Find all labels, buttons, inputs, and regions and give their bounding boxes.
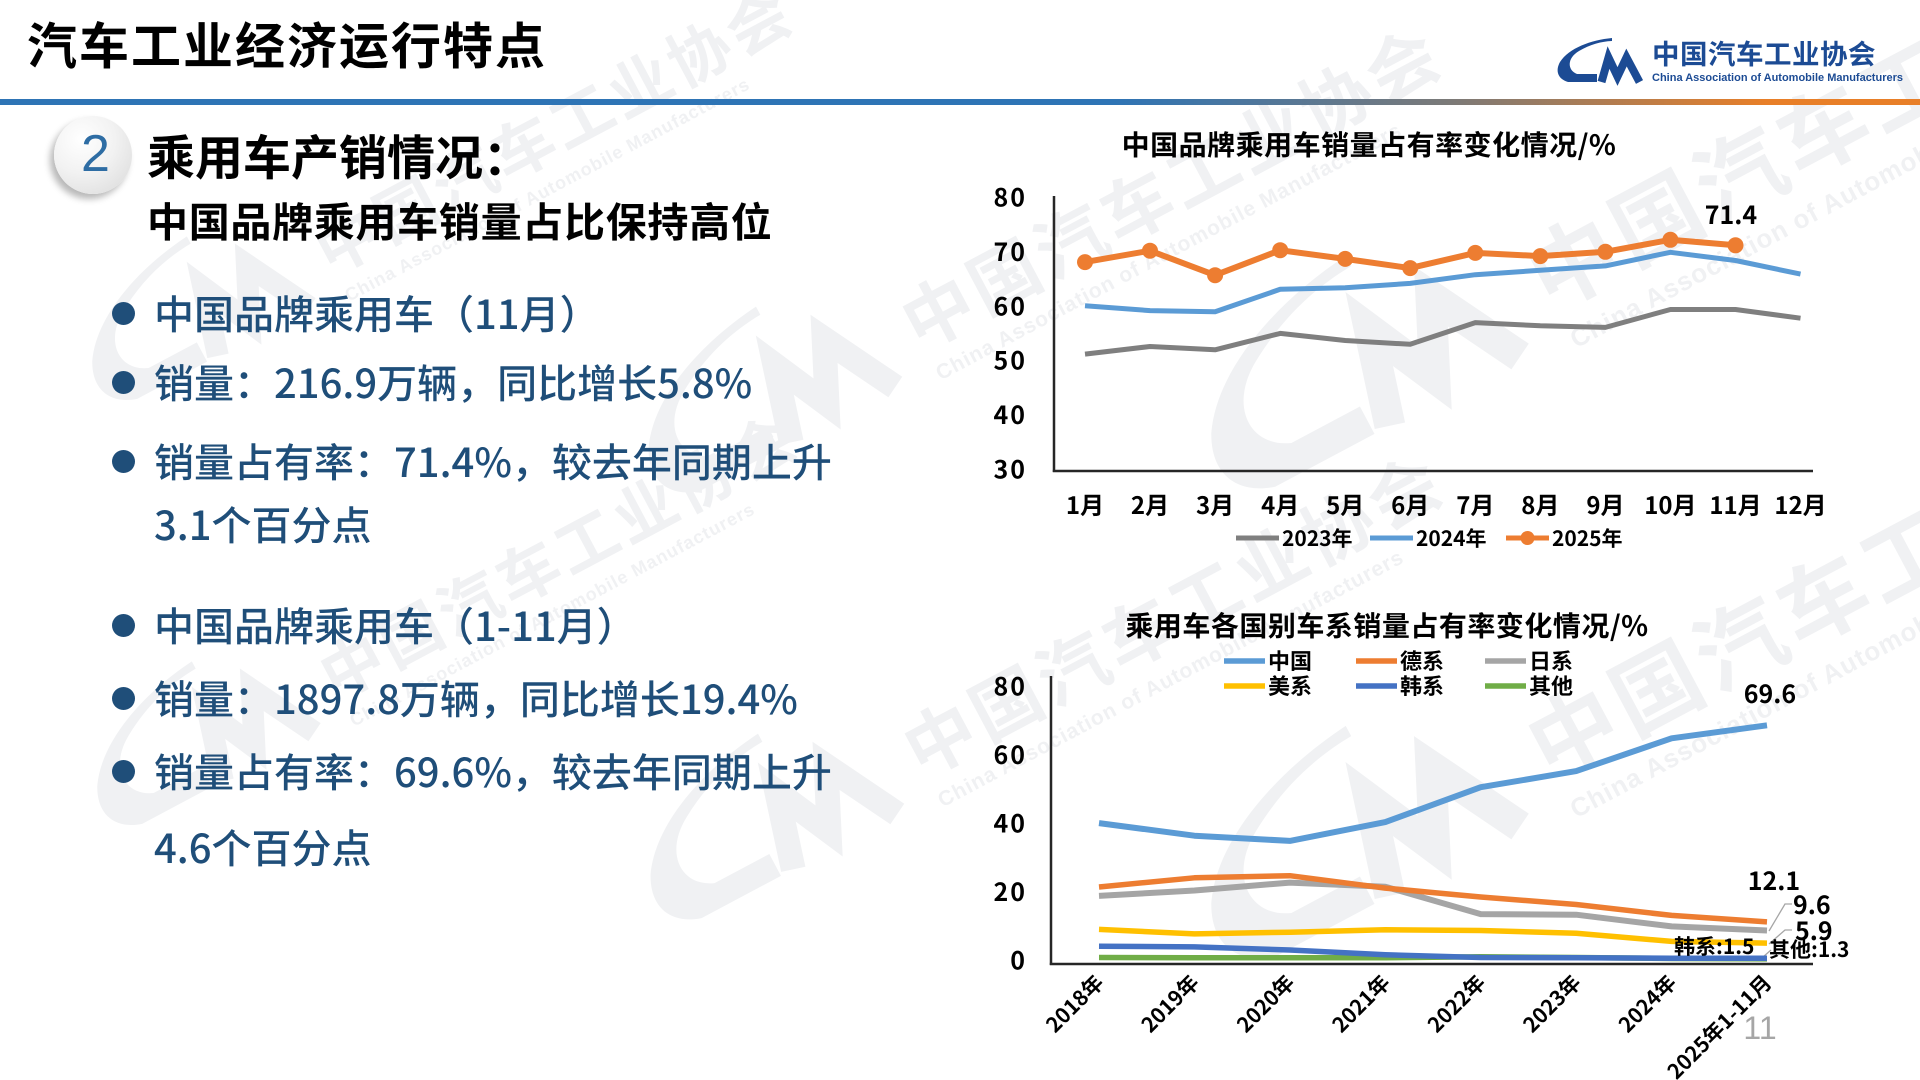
svg-text:50: 50	[993, 342, 1027, 378]
svg-text:中国: 中国	[1268, 644, 1312, 676]
svg-text:40: 40	[993, 396, 1027, 432]
svg-text:9.6: 9.6	[1793, 886, 1831, 922]
svg-text:2月: 2月	[1131, 486, 1169, 521]
svg-text:其他: 其他	[1529, 669, 1573, 701]
svg-text:12月: 12月	[1774, 486, 1826, 521]
svg-text:30: 30	[993, 451, 1027, 487]
svg-text:6月: 6月	[1391, 486, 1429, 521]
svg-text:12.1: 12.1	[1748, 862, 1800, 898]
svg-text:2023年: 2023年	[1282, 523, 1353, 553]
svg-text:日系: 日系	[1529, 644, 1573, 676]
svg-text:80: 80	[993, 668, 1027, 704]
svg-text:11月: 11月	[1709, 486, 1761, 521]
svg-text:40: 40	[993, 805, 1027, 841]
svg-text:5.9: 5.9	[1795, 912, 1833, 948]
svg-text:2025年: 2025年	[1552, 523, 1623, 553]
svg-text:60: 60	[993, 736, 1027, 772]
svg-text:4月: 4月	[1261, 486, 1299, 521]
svg-text:8月: 8月	[1521, 486, 1559, 521]
svg-text:10月: 10月	[1644, 486, 1696, 521]
svg-text:其他:1.3: 其他:1.3	[1769, 934, 1849, 964]
svg-text:80: 80	[993, 179, 1027, 215]
svg-text:德系: 德系	[1400, 644, 1444, 676]
svg-text:70: 70	[993, 233, 1027, 269]
svg-text:7月: 7月	[1456, 486, 1494, 521]
svg-text:2024年: 2024年	[1416, 523, 1487, 553]
svg-text:乘用车各国别车系销量占有率变化情况/%: 乘用车各国别车系销量占有率变化情况/%	[1125, 605, 1648, 645]
svg-text:71.4: 71.4	[1705, 196, 1758, 232]
svg-text:60: 60	[993, 287, 1027, 323]
svg-text:11: 11	[1743, 1010, 1776, 1046]
svg-text:9月: 9月	[1586, 486, 1624, 521]
svg-text:20: 20	[993, 873, 1027, 909]
svg-text:美系: 美系	[1268, 669, 1312, 701]
svg-text:5月: 5月	[1326, 486, 1364, 521]
svg-text:0: 0	[1010, 941, 1027, 977]
svg-text:3月: 3月	[1196, 486, 1234, 521]
svg-text:中国汽车工业协会: 中国汽车工业协会	[1652, 32, 1876, 72]
svg-text:69.6: 69.6	[1744, 675, 1796, 711]
svg-text:中国品牌乘用车销量占有率变化情况/%: 中国品牌乘用车销量占有率变化情况/%	[1122, 124, 1617, 164]
svg-text:韩系:1.5: 韩系:1.5	[1674, 931, 1754, 961]
svg-text:1月: 1月	[1066, 486, 1104, 521]
svg-text:China Association of Automobil: China Association of Automobile Manufact…	[1652, 72, 1903, 84]
svg-text:韩系: 韩系	[1400, 669, 1444, 701]
